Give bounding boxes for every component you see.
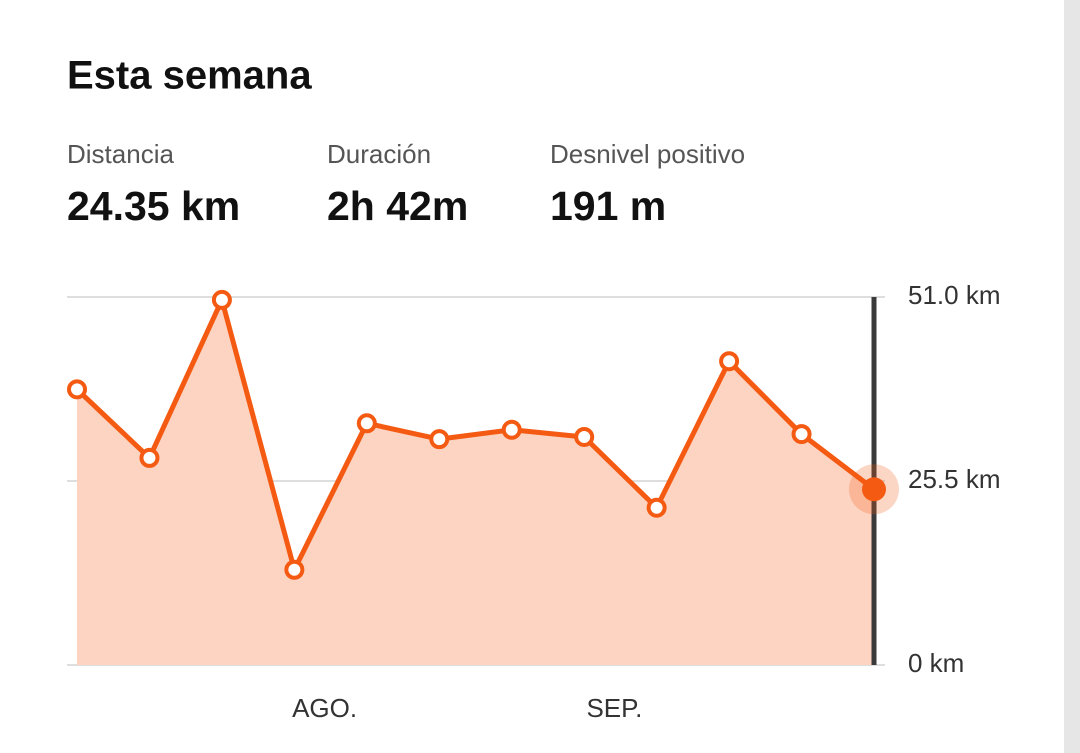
y-tick-label: 51.0 km: [908, 280, 1001, 310]
stat-value: 191 m: [550, 183, 666, 229]
stat-label: Desnivel positivo: [550, 139, 745, 169]
title: Esta semana: [67, 54, 312, 98]
area: [77, 299, 874, 665]
y-tick-label: 25.5 km: [908, 464, 1001, 494]
stat-value: 24.35 km: [67, 183, 240, 229]
stat-label: Duración: [327, 139, 431, 169]
stats: Distancia 24.35 km Duración 2h 42m Desnivel …: [67, 139, 745, 229]
point[interactable]: [67, 379, 87, 400]
point[interactable]: [646, 497, 667, 518]
point[interactable]: [574, 426, 595, 447]
point[interactable]: [719, 351, 740, 372]
point[interactable]: [139, 447, 160, 468]
y-tick-label: 0 km: [908, 648, 964, 678]
stat-value: 2h 42m: [327, 183, 468, 229]
stat-label: Distancia: [67, 139, 174, 169]
line: [75, 297, 876, 573]
scrollbar: [1064, 0, 1080, 753]
point[interactable]: [501, 419, 522, 440]
point[interactable]: [284, 559, 305, 580]
x-tick-label: SEP.: [586, 693, 642, 723]
plot: 0 km 25.5 km 51.0 km AGO. SEP.: [67, 280, 1001, 723]
point[interactable]: [429, 429, 450, 450]
point[interactable]: [791, 424, 812, 445]
x-tick-label: AGO.: [292, 693, 357, 723]
point[interactable]: [356, 413, 377, 434]
point[interactable]: [211, 289, 232, 310]
point[interactable]: [862, 477, 886, 502]
